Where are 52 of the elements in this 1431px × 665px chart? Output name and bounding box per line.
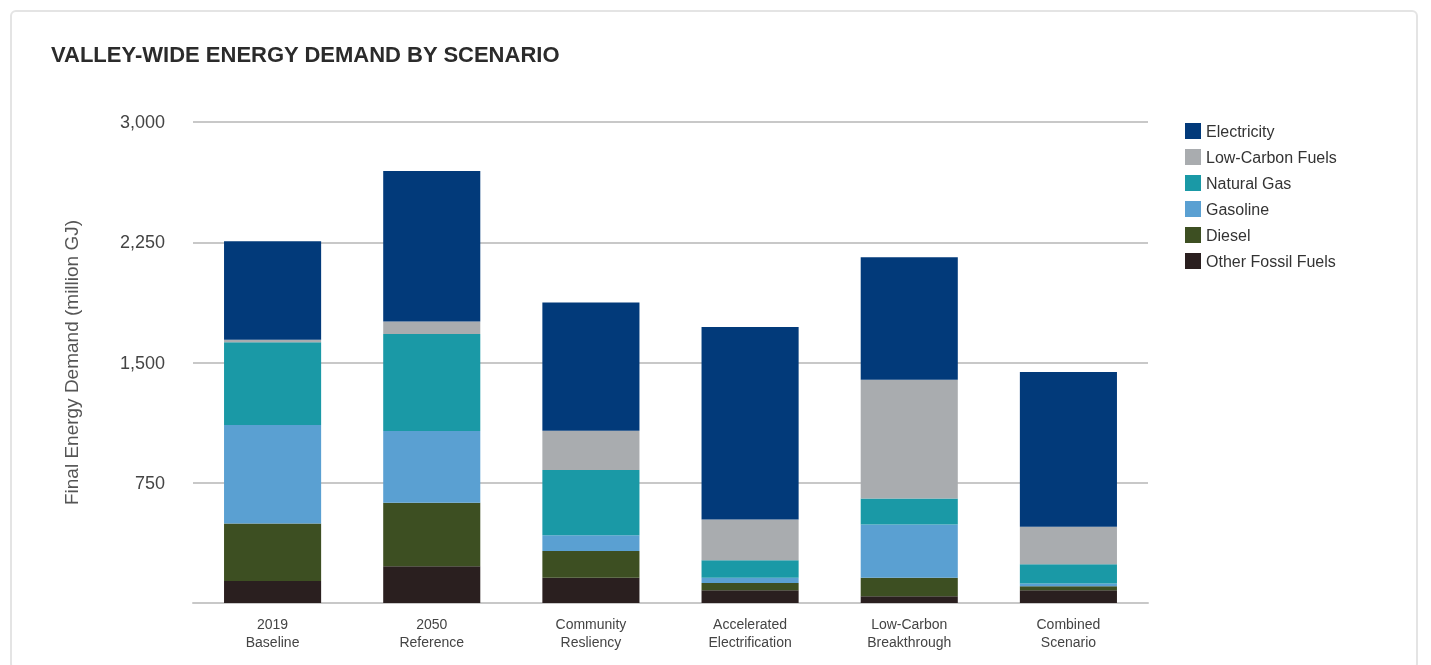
bar [383,502,481,567]
bar [224,425,322,524]
bar [224,342,322,426]
y-tick-label: 750 [134,472,165,493]
legend-label: Low-Carbon Fuels [1206,148,1337,166]
bar [860,379,958,499]
y-tick-label: 1,500 [119,352,165,373]
legend-label: Natural Gas [1206,174,1292,192]
bar [542,535,640,551]
chart-title: VALLEY-WIDE ENERGY DEMAND BY SCENARIO [51,41,560,67]
bar [224,241,322,340]
bar [1019,590,1117,603]
x-tick-label: Low-Carbon Breakthrough [867,616,952,650]
bar [383,430,481,503]
y-axis-title: Final Energy Demand (million GJ) [61,219,82,506]
bar [542,577,640,603]
bar [383,171,481,322]
x-tick-label: 2019 Baseline [245,616,300,650]
bar [860,498,958,525]
x-tick-label: 2050 Reference [399,616,465,650]
bar [701,560,799,578]
bar [542,470,640,536]
bar [860,577,958,597]
bar [1019,372,1117,527]
bar [860,596,958,603]
legend-label: Electricity [1206,122,1275,140]
bar [383,566,481,603]
x-tick-label: Accelerated Electrification [708,616,792,650]
bar [1019,586,1117,591]
bar [224,581,322,603]
bar [1019,526,1117,565]
bar [224,523,322,582]
bar [860,524,958,578]
bar [701,327,799,520]
x-tick-label: Community Resliency [555,616,627,650]
bar [701,582,799,591]
bar [383,334,481,431]
legend-label: Gasoline [1206,200,1270,218]
legend-label: Other Fossil Fuels [1206,252,1336,270]
bar [701,577,799,583]
bar [701,519,799,561]
bar [860,257,958,380]
bar [383,321,481,335]
y-tick-label: 2,250 [119,232,165,253]
y-tick-label: 3,000 [119,112,165,132]
legend-label: Diesel [1206,226,1251,244]
bar [542,302,640,431]
x-tick-label: Combined Scenario [1036,616,1101,650]
bar [542,550,640,578]
bar [542,430,640,471]
bar [1019,564,1117,584]
bar [701,590,799,603]
